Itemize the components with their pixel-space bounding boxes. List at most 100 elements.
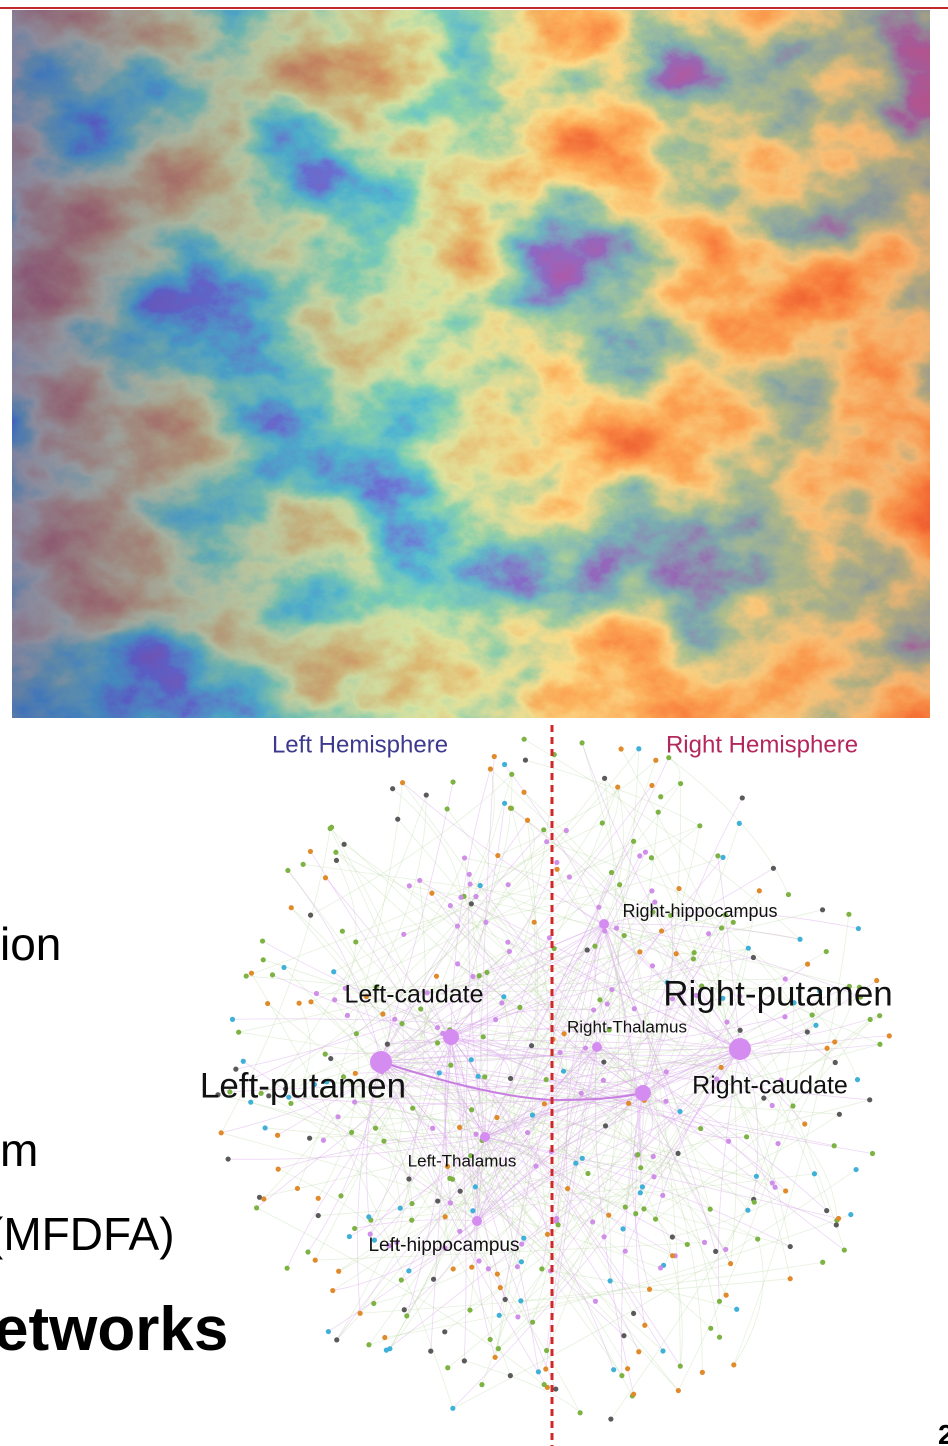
node [331,969,337,975]
node [606,1212,612,1218]
node [476,1258,482,1264]
edge [335,851,765,1099]
edge [498,1030,741,1349]
edge [642,915,674,1094]
edge [220,828,331,1134]
edge [481,841,634,1385]
node [622,1248,628,1254]
node [269,972,276,978]
edge [594,923,610,1031]
node [434,1024,441,1031]
node [756,888,762,894]
node [258,1090,264,1096]
node [715,853,721,859]
edge [652,914,726,1157]
node [493,1017,499,1023]
edge [557,825,701,1226]
node-label: Left-putamen [200,1066,406,1105]
edge [484,1024,817,1138]
edge [476,930,662,1222]
edge [268,794,427,1097]
node [621,932,627,939]
edge [380,949,588,1063]
node [371,1237,378,1243]
node [582,1045,589,1051]
edge [380,890,653,1063]
node [294,1185,301,1192]
edge [450,1036,681,1367]
edge [290,1003,311,1104]
edge [314,1084,664,1352]
edge [380,1006,521,1063]
edge [457,856,724,927]
edge [642,1092,786,1192]
edge [450,1036,506,1300]
edge [603,923,773,1106]
node [352,1225,358,1232]
edge [297,782,403,1189]
edge [450,785,653,1038]
edge [380,1061,485,1084]
node [886,1033,892,1039]
node [363,993,370,1000]
node [707,1206,713,1212]
node [227,1089,233,1095]
node [737,993,743,999]
node [325,1328,332,1335]
edge [642,914,726,1094]
edge [717,855,741,1050]
node [457,1228,463,1234]
edge [446,808,731,1264]
node [831,1143,837,1149]
edge [603,923,836,1063]
edge [472,1046,598,1212]
node [444,806,450,812]
node [336,1268,342,1274]
node [541,1101,547,1107]
edge [471,890,653,1111]
edge [701,985,730,999]
node [769,1102,775,1109]
edge [250,903,472,1103]
edge [471,903,741,1050]
edge [605,1125,711,1210]
node [330,1287,336,1294]
node [424,990,430,996]
node [260,957,266,963]
node [853,1166,859,1173]
node [372,1125,379,1131]
node [727,1261,734,1267]
node [778,1077,784,1083]
edge [285,951,510,1090]
node [601,1234,607,1240]
node [811,1171,818,1177]
edge [380,1061,525,1239]
edge [335,851,727,1250]
edge [510,807,741,1050]
edge [450,951,641,1038]
node [357,1310,363,1316]
node [406,883,412,889]
node [816,988,823,994]
node [677,1108,683,1115]
edge [326,1081,472,1111]
node [625,1366,631,1372]
edge [357,1061,382,1314]
node [636,1349,642,1355]
node [617,882,623,888]
node [718,1064,724,1070]
node [736,820,742,826]
node [601,1059,607,1065]
node [745,945,751,951]
edge [256,1207,545,1385]
edge [433,1072,452,1280]
edge [447,1165,791,1247]
node [785,891,792,898]
node [809,1012,815,1018]
edge [452,1103,629,1270]
node [296,1000,302,1006]
edge [380,1061,629,1104]
hub-node [729,1038,751,1060]
node [590,1219,596,1225]
hub-node [370,1051,392,1073]
